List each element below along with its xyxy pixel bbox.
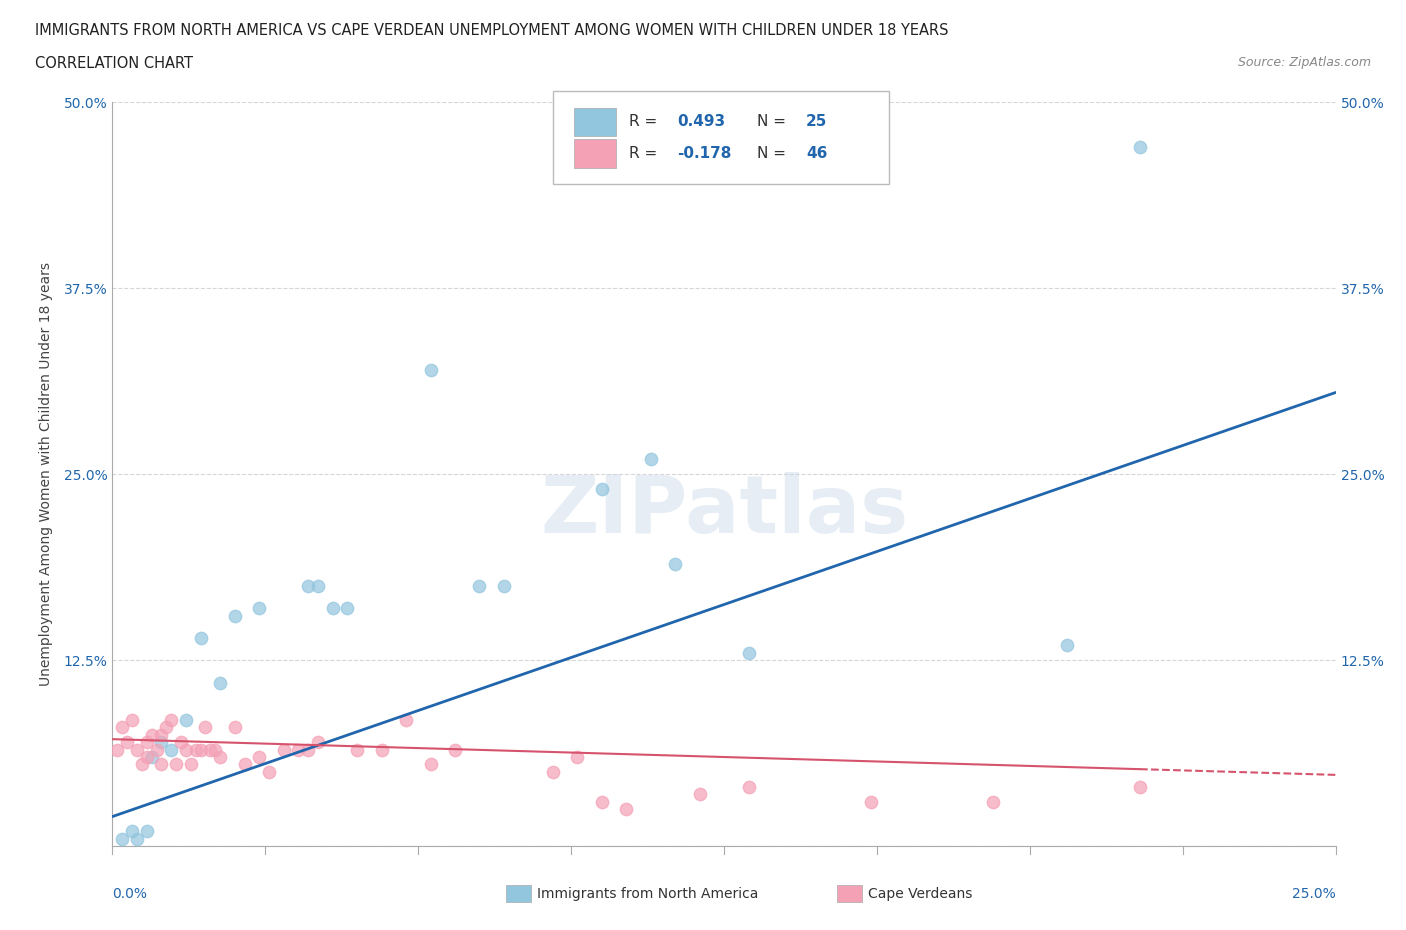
Point	[247, 601, 270, 616]
Point	[297, 578, 319, 593]
Point	[614, 802, 637, 817]
Point	[150, 757, 173, 772]
Text: ZIPatlas: ZIPatlas	[540, 472, 908, 551]
Point	[297, 742, 319, 757]
Point	[111, 720, 134, 735]
Point	[150, 727, 173, 742]
Text: 46: 46	[806, 146, 827, 161]
Point	[121, 712, 143, 727]
Text: IMMIGRANTS FROM NORTH AMERICA VS CAPE VERDEAN UNEMPLOYMENT AMONG WOMEN WITH CHIL: IMMIGRANTS FROM NORTH AMERICA VS CAPE VE…	[35, 23, 949, 38]
Point	[200, 742, 222, 757]
Point	[859, 794, 882, 809]
Point	[131, 757, 153, 772]
Text: 25.0%: 25.0%	[1292, 887, 1336, 901]
FancyBboxPatch shape	[574, 140, 616, 167]
Point	[689, 787, 711, 802]
Point	[307, 578, 329, 593]
Point	[247, 750, 270, 764]
Point	[165, 757, 187, 772]
Point	[135, 735, 157, 750]
Point	[160, 712, 183, 727]
Point	[737, 779, 759, 794]
Text: CORRELATION CHART: CORRELATION CHART	[35, 56, 193, 71]
Point	[307, 735, 329, 750]
Point	[141, 750, 163, 764]
Point	[1056, 638, 1078, 653]
FancyBboxPatch shape	[553, 91, 889, 184]
Point	[150, 735, 173, 750]
Point	[174, 742, 197, 757]
Point	[640, 452, 662, 467]
Point	[111, 831, 134, 846]
Point	[125, 742, 148, 757]
Text: 0.493: 0.493	[678, 114, 725, 129]
Point	[204, 742, 226, 757]
Point	[190, 742, 212, 757]
Text: R =: R =	[628, 114, 662, 129]
Point	[184, 742, 207, 757]
Point	[160, 742, 183, 757]
Point	[492, 578, 515, 593]
Point	[190, 631, 212, 645]
Point	[145, 742, 167, 757]
Point	[541, 764, 564, 779]
Point	[115, 735, 138, 750]
Point	[287, 742, 309, 757]
Point	[121, 824, 143, 839]
Point	[1129, 140, 1152, 154]
Text: Immigrants from North America: Immigrants from North America	[537, 886, 758, 901]
Point	[209, 675, 232, 690]
Point	[224, 608, 246, 623]
Point	[135, 750, 157, 764]
Point	[346, 742, 368, 757]
Text: 25: 25	[806, 114, 827, 129]
Point	[194, 720, 217, 735]
Point	[224, 720, 246, 735]
Text: N =: N =	[756, 146, 792, 161]
Text: -0.178: -0.178	[678, 146, 733, 161]
Point	[468, 578, 491, 593]
Point	[209, 750, 232, 764]
Point	[981, 794, 1004, 809]
Point	[105, 742, 128, 757]
Point	[336, 601, 359, 616]
Point	[1129, 779, 1152, 794]
Point	[664, 556, 686, 571]
Point	[419, 363, 441, 378]
Point	[125, 831, 148, 846]
Point	[737, 645, 759, 660]
Point	[591, 794, 613, 809]
Point	[567, 750, 589, 764]
Point	[273, 742, 295, 757]
Point	[257, 764, 280, 779]
Point	[141, 727, 163, 742]
Point	[233, 757, 256, 772]
Point	[135, 824, 157, 839]
Point	[419, 757, 441, 772]
Point	[395, 712, 418, 727]
Text: N =: N =	[756, 114, 792, 129]
Point	[370, 742, 392, 757]
Point	[180, 757, 202, 772]
Point	[591, 482, 613, 497]
Y-axis label: Unemployment Among Women with Children Under 18 years: Unemployment Among Women with Children U…	[38, 262, 52, 686]
Text: R =: R =	[628, 146, 662, 161]
Point	[444, 742, 467, 757]
FancyBboxPatch shape	[574, 108, 616, 136]
Point	[174, 712, 197, 727]
Point	[322, 601, 344, 616]
Point	[155, 720, 177, 735]
Text: Source: ZipAtlas.com: Source: ZipAtlas.com	[1237, 56, 1371, 69]
Text: 0.0%: 0.0%	[112, 887, 148, 901]
Text: Cape Verdeans: Cape Verdeans	[868, 886, 972, 901]
Point	[170, 735, 193, 750]
